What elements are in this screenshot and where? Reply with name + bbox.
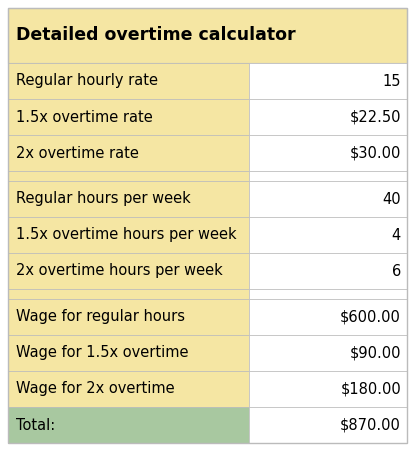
Bar xyxy=(249,335,407,371)
Text: 15: 15 xyxy=(383,73,401,89)
Text: 4: 4 xyxy=(392,228,401,242)
Text: 2x overtime rate: 2x overtime rate xyxy=(16,146,139,161)
Text: 6: 6 xyxy=(392,263,401,279)
Bar xyxy=(249,299,407,335)
Bar xyxy=(249,217,407,253)
Bar xyxy=(8,289,249,299)
Bar xyxy=(249,289,407,299)
Text: $870.00: $870.00 xyxy=(340,418,401,432)
Bar xyxy=(8,8,407,63)
Text: Wage for 1.5x overtime: Wage for 1.5x overtime xyxy=(16,346,188,360)
Bar xyxy=(249,63,407,99)
Text: Total:: Total: xyxy=(16,418,55,432)
Text: $30.00: $30.00 xyxy=(349,146,401,161)
Bar xyxy=(249,171,407,181)
Text: Wage for regular hours: Wage for regular hours xyxy=(16,309,185,325)
Bar xyxy=(8,335,249,371)
Text: $22.50: $22.50 xyxy=(349,110,401,124)
Bar xyxy=(249,135,407,171)
Bar xyxy=(8,407,249,443)
Bar xyxy=(249,253,407,289)
Text: Wage for 2x overtime: Wage for 2x overtime xyxy=(16,381,175,397)
Bar xyxy=(8,135,249,171)
Bar xyxy=(8,299,249,335)
Bar xyxy=(8,371,249,407)
Text: $90.00: $90.00 xyxy=(349,346,401,360)
Text: 2x overtime hours per week: 2x overtime hours per week xyxy=(16,263,223,279)
Text: 40: 40 xyxy=(382,191,401,207)
Text: $180.00: $180.00 xyxy=(340,381,401,397)
Text: Detailed overtime calculator: Detailed overtime calculator xyxy=(16,27,295,45)
Text: Regular hours per week: Regular hours per week xyxy=(16,191,191,207)
Bar xyxy=(8,181,249,217)
Text: 1.5x overtime hours per week: 1.5x overtime hours per week xyxy=(16,228,237,242)
Text: $600.00: $600.00 xyxy=(340,309,401,325)
Bar xyxy=(249,181,407,217)
Bar xyxy=(8,253,249,289)
Bar xyxy=(8,99,249,135)
Bar xyxy=(249,371,407,407)
Bar xyxy=(249,99,407,135)
Bar xyxy=(8,171,249,181)
Text: 1.5x overtime rate: 1.5x overtime rate xyxy=(16,110,153,124)
Bar xyxy=(8,217,249,253)
Bar xyxy=(8,63,249,99)
Bar xyxy=(249,407,407,443)
Text: Regular hourly rate: Regular hourly rate xyxy=(16,73,158,89)
